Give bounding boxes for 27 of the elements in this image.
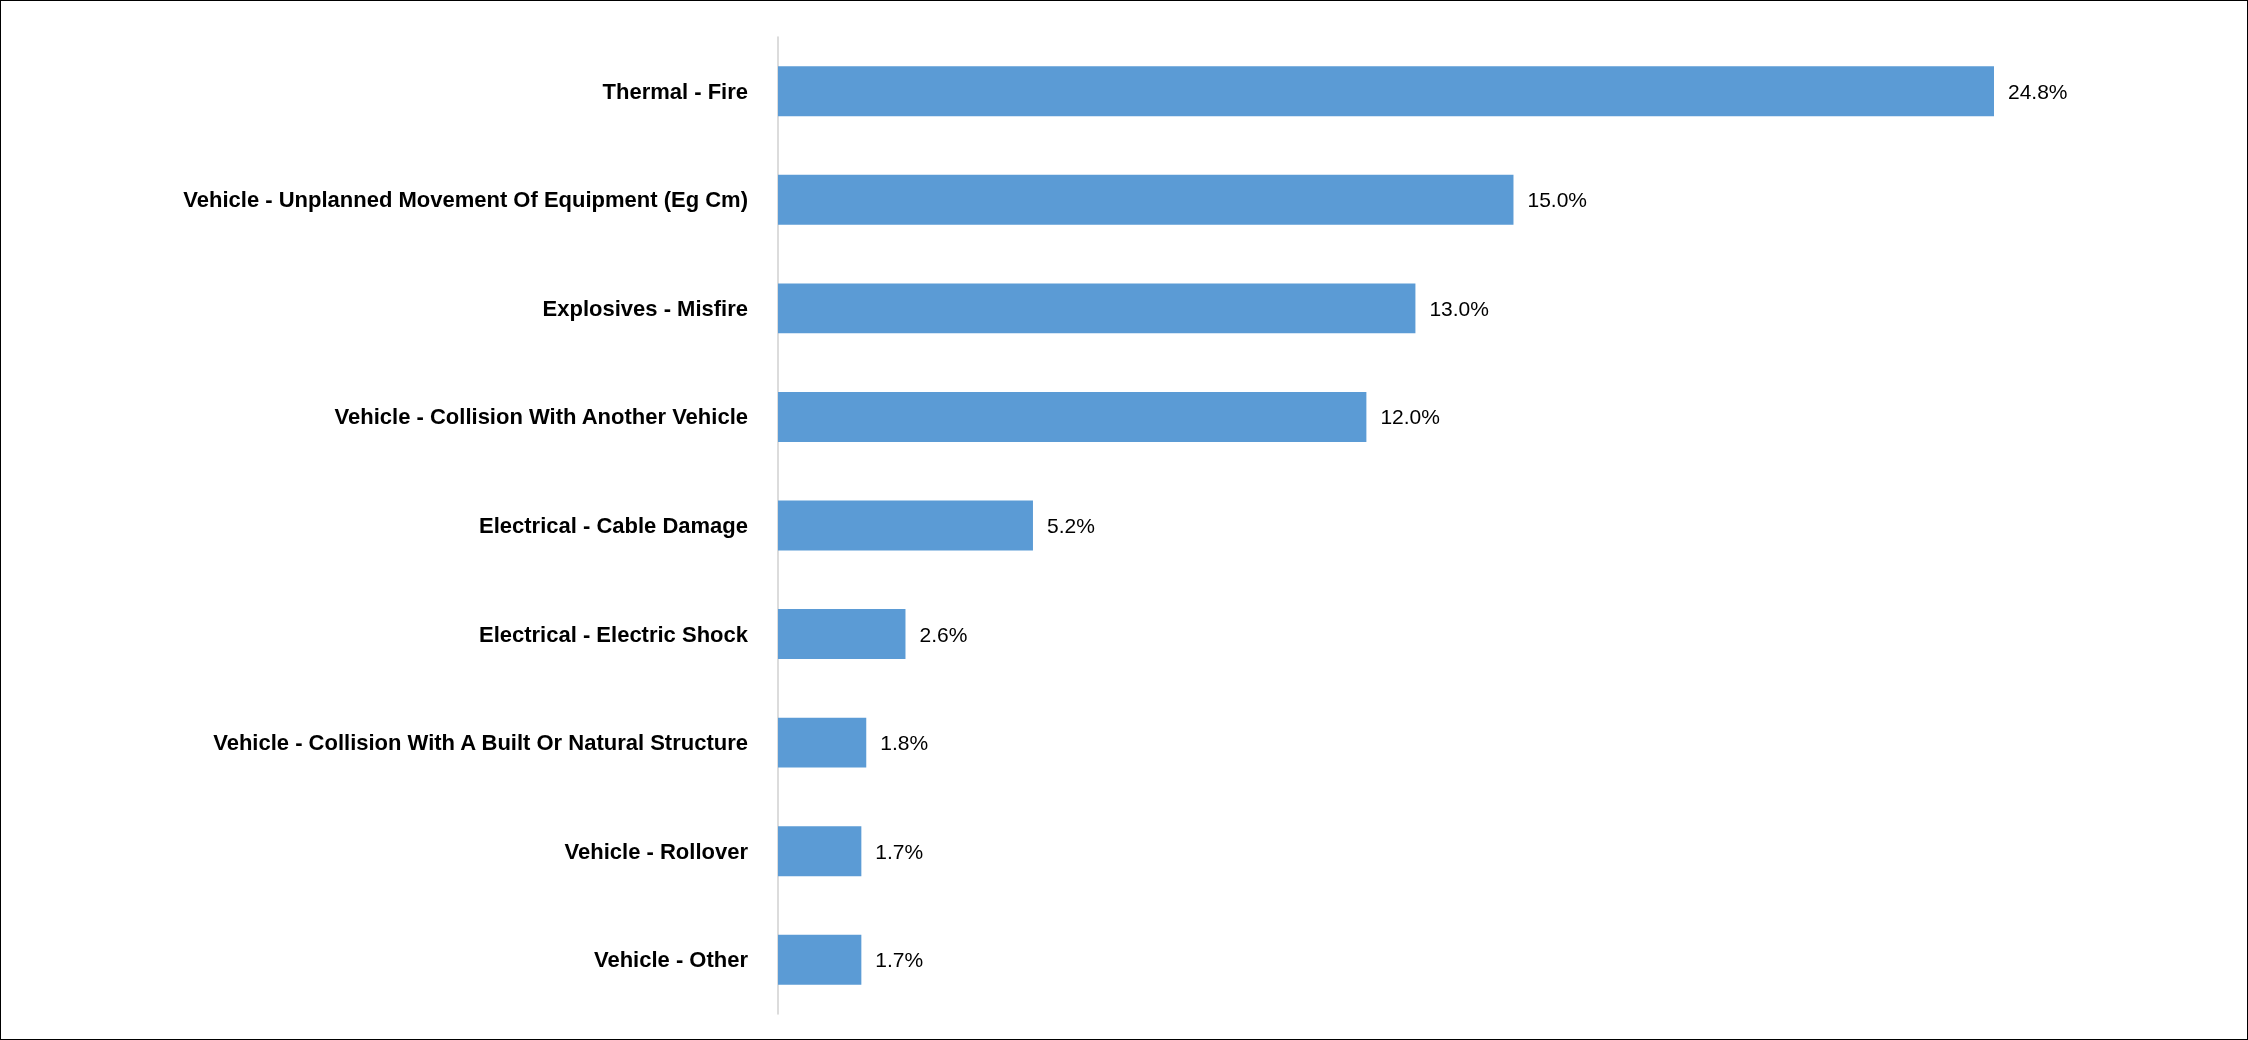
data-label: 12.0% bbox=[1380, 405, 1440, 429]
bar bbox=[778, 826, 862, 877]
data-label: 1.7% bbox=[875, 839, 924, 863]
y-tick-label: Electrical - Electric Shock bbox=[478, 621, 749, 647]
y-tick-label: Vehicle - Collision With A Built Or Natural Structure bbox=[213, 730, 748, 756]
bar bbox=[778, 66, 1994, 117]
bar bbox=[778, 934, 862, 985]
bar bbox=[778, 500, 1033, 551]
y-tick-label: Vehicle - Collision With Another Vehicle bbox=[334, 404, 748, 430]
bar bbox=[778, 609, 906, 660]
data-label: 2.6% bbox=[919, 622, 968, 646]
bar bbox=[778, 717, 867, 768]
y-tick-label: Explosives - Misfire bbox=[542, 295, 748, 321]
bar bbox=[778, 391, 1367, 442]
data-label: 13.0% bbox=[1429, 296, 1489, 320]
y-tick-label: Thermal - Fire bbox=[602, 78, 748, 104]
y-tick-label: Vehicle - Rollover bbox=[564, 838, 749, 864]
bar bbox=[778, 174, 1514, 225]
y-tick-label: Vehicle - Other bbox=[593, 947, 749, 973]
data-label: 1.7% bbox=[875, 948, 924, 972]
bar bbox=[778, 283, 1416, 334]
y-tick-label: Electrical - Cable Damage bbox=[478, 513, 748, 538]
data-label: 15.0% bbox=[1527, 188, 1588, 212]
data-label: 24.8% bbox=[2008, 79, 2068, 103]
y-tick-label: Vehicle - Unplanned Movement Of Equipment (Eg Cm) bbox=[183, 187, 748, 213]
data-label: 1.8% bbox=[880, 731, 929, 755]
data-label: 5.2% bbox=[1046, 514, 1095, 537]
